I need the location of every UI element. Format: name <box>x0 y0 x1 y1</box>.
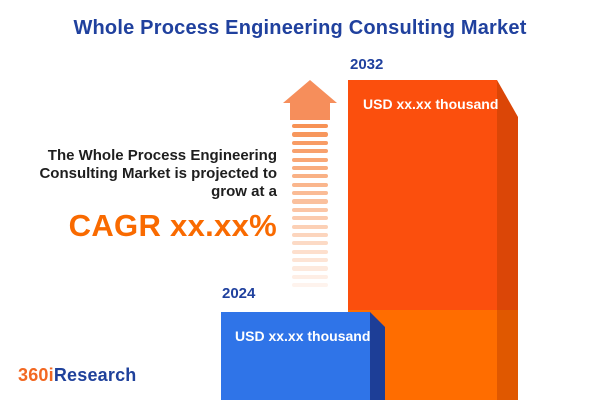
arrow-stripe <box>292 149 328 154</box>
bar-2032-front-lower <box>348 310 497 400</box>
bar-2024-year-label: 2024 <box>222 285 256 302</box>
brand-logo-suffix: Research <box>53 365 137 385</box>
arrow-stripe <box>292 283 328 288</box>
arrow-stripe <box>292 241 328 246</box>
page-title: Whole Process Engineering Consulting Mar… <box>73 17 527 39</box>
arrow-stripe <box>292 182 328 187</box>
arrow-stripe <box>292 266 328 271</box>
arrow-stripe <box>292 249 328 254</box>
arrow-stripe <box>292 232 328 238</box>
arrow-stripe <box>292 216 328 221</box>
bar-2032-side-lower <box>497 310 518 400</box>
bar-2032-value-label: USD xx.xx thousand <box>363 96 499 112</box>
bar-2032-front-upper <box>348 80 497 310</box>
arrow-stripe <box>292 199 328 204</box>
promo-line-1: The Whole Process Engineering <box>47 147 277 164</box>
cagr-value: CAGR xx.xx% <box>68 208 277 243</box>
arrow-stripe <box>292 207 328 212</box>
bar-2032-side-upper <box>497 80 518 310</box>
bar-2032-year-label: 2032 <box>350 56 384 73</box>
growth-arrow-stripes <box>282 124 338 288</box>
bar-2024-front <box>221 312 370 400</box>
bar-2024-value-label: USD xx.xx thousand <box>235 328 371 344</box>
bar-2024 <box>221 312 385 400</box>
growth-arrow-icon <box>282 80 338 292</box>
arrow-stripe <box>292 165 328 171</box>
bar-2024-side <box>370 312 385 400</box>
arrow-stripe <box>292 140 328 145</box>
growth-arrow-head-shape <box>283 80 337 120</box>
brand-logo-prefix: 360i <box>18 365 54 385</box>
arrow-stripe <box>292 224 328 229</box>
arrow-stripe <box>292 191 328 196</box>
brand-logo: 360iResearch <box>18 365 137 386</box>
arrow-stripe <box>292 174 328 179</box>
growth-arrow-head <box>283 80 337 120</box>
promo-text-block: The Whole Process Engineering Consulting… <box>15 147 277 244</box>
bar-2032 <box>348 80 518 400</box>
arrow-stripe <box>292 258 328 263</box>
arrow-stripe <box>292 132 328 137</box>
promo-line-3: grow at a <box>211 183 277 200</box>
arrow-stripe <box>292 274 328 279</box>
promo-line-2: Consulting Market is projected to <box>39 165 277 182</box>
arrow-stripe <box>292 157 328 162</box>
arrow-stripe <box>292 124 328 129</box>
